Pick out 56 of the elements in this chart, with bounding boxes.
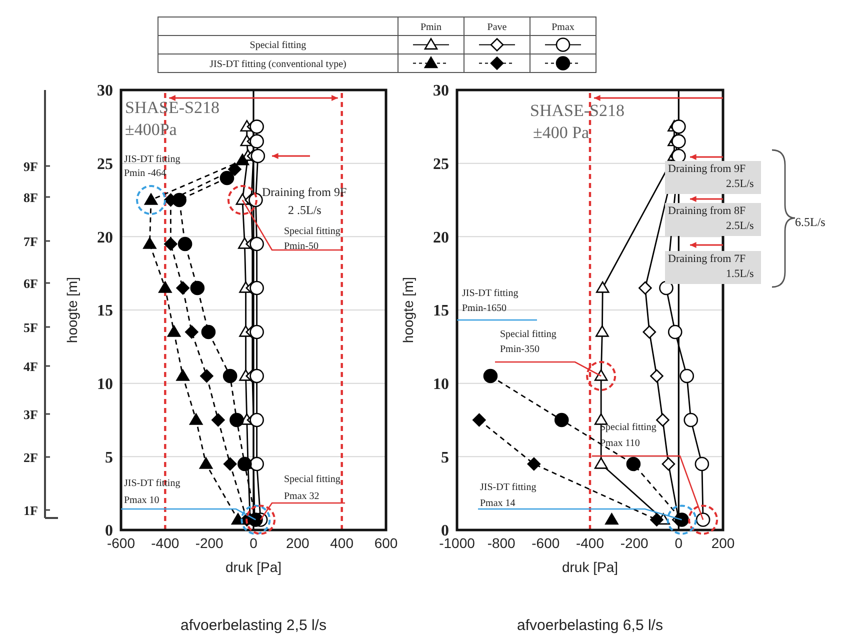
x-tick-label: -200 (195, 534, 224, 551)
y-tick-label: 15 (433, 302, 449, 320)
x-tick-label: -1000 (439, 534, 476, 551)
text: afvoerbelasting 2,5 l/s (180, 617, 326, 634)
x-axis-title: druk [Pa] (562, 559, 618, 575)
x-tick-label: -600 (532, 534, 560, 551)
y-tick-label: 15 (97, 302, 113, 320)
x-axis-title: druk [Pa] (225, 559, 282, 575)
text: JIS-DT fitting (conventional type) (210, 59, 346, 70)
text: 1F (24, 503, 38, 518)
annotation: Draining from 9F 2.5L/s (668, 163, 754, 190)
y-tick-label: 30 (97, 82, 113, 100)
annotation: Draining from 7F 1.5L/s (668, 253, 754, 280)
text: 6F (24, 276, 38, 291)
x-tick-label: -800 (487, 534, 516, 551)
annotation: Special fitting Pmin-350 (500, 329, 556, 355)
text: 4F (24, 359, 38, 374)
x-tick-label: -400 (151, 534, 180, 551)
text: afvoerbelasting 6,5 l/s (517, 617, 663, 634)
y-tick-label: 25 (433, 156, 449, 174)
y-axis-title: hoogte [m] (64, 276, 80, 344)
annotation: Draining from 8F 2.5L/s (668, 205, 754, 232)
annotation: SHASE-S218 ±400Pa (125, 98, 220, 139)
text: 8F (24, 190, 38, 205)
annotation: JIS-DT fitting Pmin-1650 (462, 288, 518, 314)
x-tick-label: 200 (711, 534, 735, 551)
y-tick-label: 5 (105, 449, 113, 466)
x-tick-label: -200 (620, 534, 649, 551)
y-tick-label: 20 (97, 229, 113, 246)
annotation: SHASE-S218 ±400 Pa (530, 101, 624, 142)
y-axis-title: hoogte [m] (400, 276, 416, 344)
annotation: JIS-DT fitting Pmax 10 (124, 478, 180, 506)
annotation: Special fitting Pmax 32 (284, 474, 340, 502)
text: 6.5L/s (795, 215, 826, 229)
x-tick-label: 400 (330, 534, 354, 551)
text: 9F (24, 159, 38, 174)
annotation: JIS-DT fitting Pmin -464 (124, 154, 180, 179)
text: 2F (24, 450, 38, 465)
x-tick-label: 0 (250, 534, 258, 551)
annotation: Special fitting Pmin-50 (284, 226, 340, 252)
x-tick-label: 200 (286, 534, 310, 551)
annotation: Draining from 9F 2 .5L/s (262, 185, 347, 217)
text: Special fitting (250, 40, 306, 51)
y-tick-label: 5 (441, 449, 449, 466)
annotation: JIS-DT fitting Pmax 14 (480, 482, 536, 509)
text: 5F (24, 320, 38, 335)
x-tick-label: 0 (674, 534, 683, 551)
y-tick-label: 25 (97, 156, 113, 174)
x-tick-label: -400 (576, 534, 604, 551)
y-tick-label: 20 (433, 229, 449, 246)
text: 7F (24, 234, 38, 249)
y-tick-label: 30 (433, 82, 449, 100)
y-tick-label: 10 (97, 376, 113, 394)
text: 3F (24, 407, 38, 422)
y-tick-label: 10 (433, 376, 449, 394)
x-tick-label: 600 (374, 534, 398, 551)
